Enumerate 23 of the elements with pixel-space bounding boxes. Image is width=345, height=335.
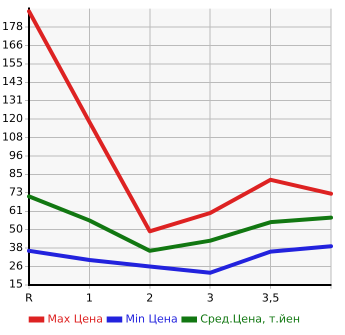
- y-tick-label: 85: [8, 167, 23, 180]
- x-tick-label: 3,5: [262, 291, 280, 304]
- y-tick-label: 50: [8, 222, 23, 236]
- legend-label: Сред.Цена, т.йен: [200, 312, 300, 326]
- x-tick-label: 3: [206, 291, 214, 304]
- y-tick-label: 143: [2, 75, 23, 88]
- y-tick-label: 38: [8, 240, 23, 254]
- x-tick-label: 1: [86, 291, 93, 304]
- y-tick-label: 96: [8, 148, 23, 162]
- x-tick-label: 2: [146, 291, 154, 304]
- y-tick-label: 73: [8, 186, 23, 199]
- legend-label: Max Цена: [47, 312, 103, 326]
- y-tick-label: 120: [2, 112, 23, 125]
- y-tick-label: 15: [8, 278, 23, 291]
- y-tick-label: 131: [2, 94, 23, 107]
- y-tick-label: 178: [2, 20, 23, 33]
- x-tick-label: R: [25, 291, 34, 304]
- y-tick-label: 108: [2, 130, 23, 144]
- legend-label: Min Цена: [125, 312, 178, 326]
- y-tick-label: 61: [8, 204, 23, 218]
- y-tick-label: 166: [2, 38, 23, 52]
- y-tick-label: 155: [2, 56, 23, 70]
- y-tick-label: 26: [8, 259, 23, 272]
